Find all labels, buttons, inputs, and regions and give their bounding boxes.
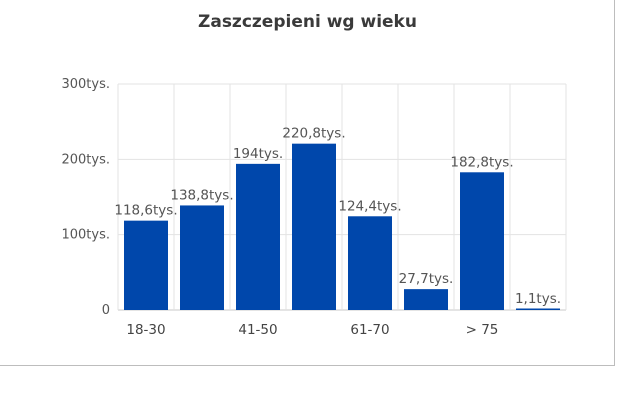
bar--75[interactable] bbox=[460, 172, 504, 310]
y-tick-label: 300tys. bbox=[61, 77, 110, 92]
y-tick-label: 0 bbox=[102, 303, 110, 318]
y-axis: 0 100tys. 200tys. 300tys. bbox=[61, 77, 110, 318]
data-label: 220,8tys. bbox=[282, 126, 345, 142]
bar-51-60[interactable] bbox=[292, 143, 336, 310]
x-axis: 18-30 41-50 61-70 > 75 bbox=[126, 322, 498, 338]
bar-18-30[interactable] bbox=[124, 220, 168, 310]
chart-title: Zaszczepieni wg wieku bbox=[198, 12, 417, 32]
bar-item-7[interactable] bbox=[516, 308, 560, 311]
x-tick-label: > 75 bbox=[466, 322, 499, 338]
x-tick-label: 18-30 bbox=[126, 322, 165, 338]
data-labels: 118,6tys.138,8tys. 194tys. 220,8tys. 124,4t… bbox=[114, 126, 561, 308]
data-label: 118,6tys. bbox=[114, 203, 177, 219]
chart-frame: Zaszczepieni wg wieku 0 100tys. 200tys. 300… bbox=[0, 0, 615, 366]
data-label: 194tys. bbox=[233, 146, 283, 162]
bar-61-70[interactable] bbox=[348, 216, 392, 310]
data-label: 182,8tys. bbox=[450, 154, 513, 170]
x-tick-label: 41-50 bbox=[238, 322, 277, 338]
bar-41-50[interactable] bbox=[236, 163, 280, 310]
bars bbox=[124, 143, 560, 311]
data-label: 138,8tys. bbox=[170, 187, 233, 203]
y-tick-label: 100tys. bbox=[61, 228, 110, 243]
data-label: 124,4tys. bbox=[338, 198, 401, 214]
bar-31-40[interactable] bbox=[180, 205, 224, 310]
grid-lines bbox=[117, 83, 567, 311]
data-label: 27,7tys. bbox=[399, 271, 454, 287]
x-tick-label: 61-70 bbox=[350, 322, 389, 338]
bar-chart: 0 100tys. 200tys. 300tys. 118,6tys.138,8tys… bbox=[61, 77, 567, 338]
bar-71-75[interactable] bbox=[404, 289, 448, 310]
data-label: 1,1tys. bbox=[515, 291, 561, 307]
y-tick-label: 200tys. bbox=[61, 152, 110, 167]
